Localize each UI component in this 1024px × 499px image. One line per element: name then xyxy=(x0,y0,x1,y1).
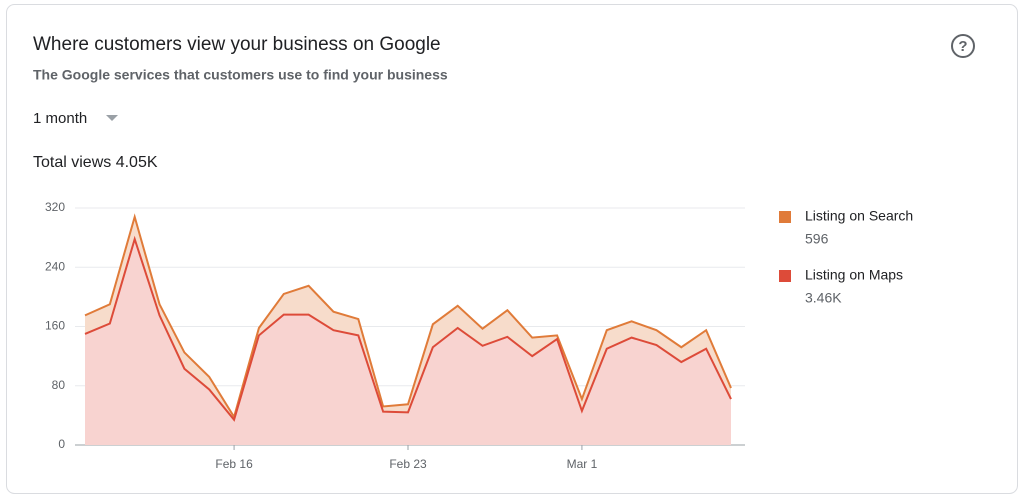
y-tick-label: 160 xyxy=(45,319,65,333)
y-tick-label: 240 xyxy=(45,259,65,273)
legend-swatch xyxy=(779,211,791,223)
x-tick-label: Mar 1 xyxy=(567,457,598,471)
line xyxy=(84,213,732,420)
area xyxy=(85,239,731,445)
period-dropdown[interactable]: 1 month xyxy=(33,110,118,127)
help-icon[interactable]: ? xyxy=(951,34,975,58)
legend-swatch xyxy=(779,270,791,282)
y-tick-label: 320 xyxy=(45,200,65,214)
card-subtitle: The Google services that customers use t… xyxy=(33,67,448,83)
dropdown-arrow[interactable] xyxy=(106,115,118,121)
legend-name: Listing on Maps xyxy=(805,267,903,283)
period-label[interactable]: 1 month xyxy=(33,110,87,127)
y-tick-label: 0 xyxy=(58,437,65,451)
help-mark[interactable]: ? xyxy=(958,38,967,55)
line xyxy=(84,235,732,422)
x-tick-label: Feb 16 xyxy=(215,457,253,471)
total-views: Total views 4.05K xyxy=(33,154,158,171)
legend-total: 596 xyxy=(805,231,829,247)
card-title: Where customers view your business on Go… xyxy=(33,34,441,55)
legend-total: 3.46K xyxy=(805,290,842,306)
y-tick-label: 80 xyxy=(52,378,66,392)
help-circle[interactable] xyxy=(951,34,975,58)
x-tick-label: Feb 23 xyxy=(389,457,427,471)
legend-name: Listing on Search xyxy=(805,208,913,224)
